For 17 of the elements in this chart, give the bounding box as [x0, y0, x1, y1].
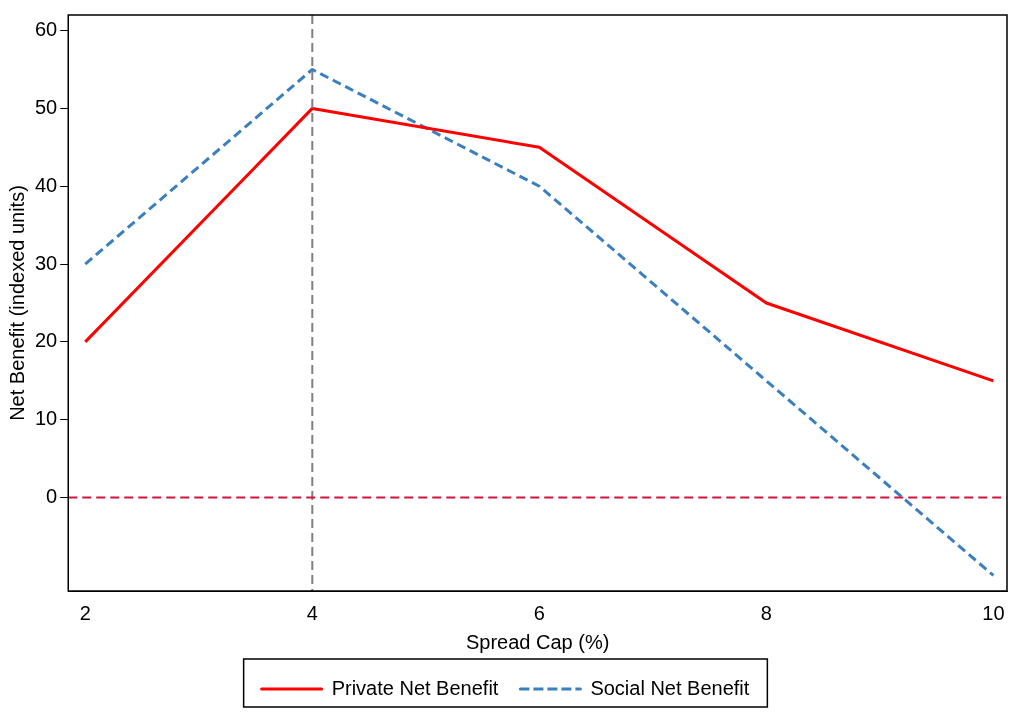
line-series — [83, 67, 995, 577]
x-tick-label: 6 — [533, 601, 545, 624]
legend-label: Social Net Benefit — [590, 676, 750, 699]
y-tick-label: 60 — [35, 18, 58, 41]
y-tick-label: 50 — [35, 95, 58, 118]
y-tick-label: 30 — [35, 251, 58, 274]
x-tick-label: 8 — [760, 601, 772, 624]
y-tick-label: 20 — [35, 329, 58, 352]
x-tick-label: 2 — [79, 601, 91, 624]
x-tick-label: 10 — [982, 601, 1005, 624]
legend-label: Private Net Benefit — [331, 676, 499, 699]
y-tick-label: 0 — [46, 485, 58, 508]
y-axis-title: Net Benefit (indexed units) — [5, 185, 28, 421]
y-tick-label: 10 — [35, 407, 58, 430]
y-tick-label: 40 — [35, 173, 58, 196]
x-axis-title: Spread Cap (%) — [465, 630, 610, 653]
x-tick-label: 4 — [306, 601, 318, 624]
